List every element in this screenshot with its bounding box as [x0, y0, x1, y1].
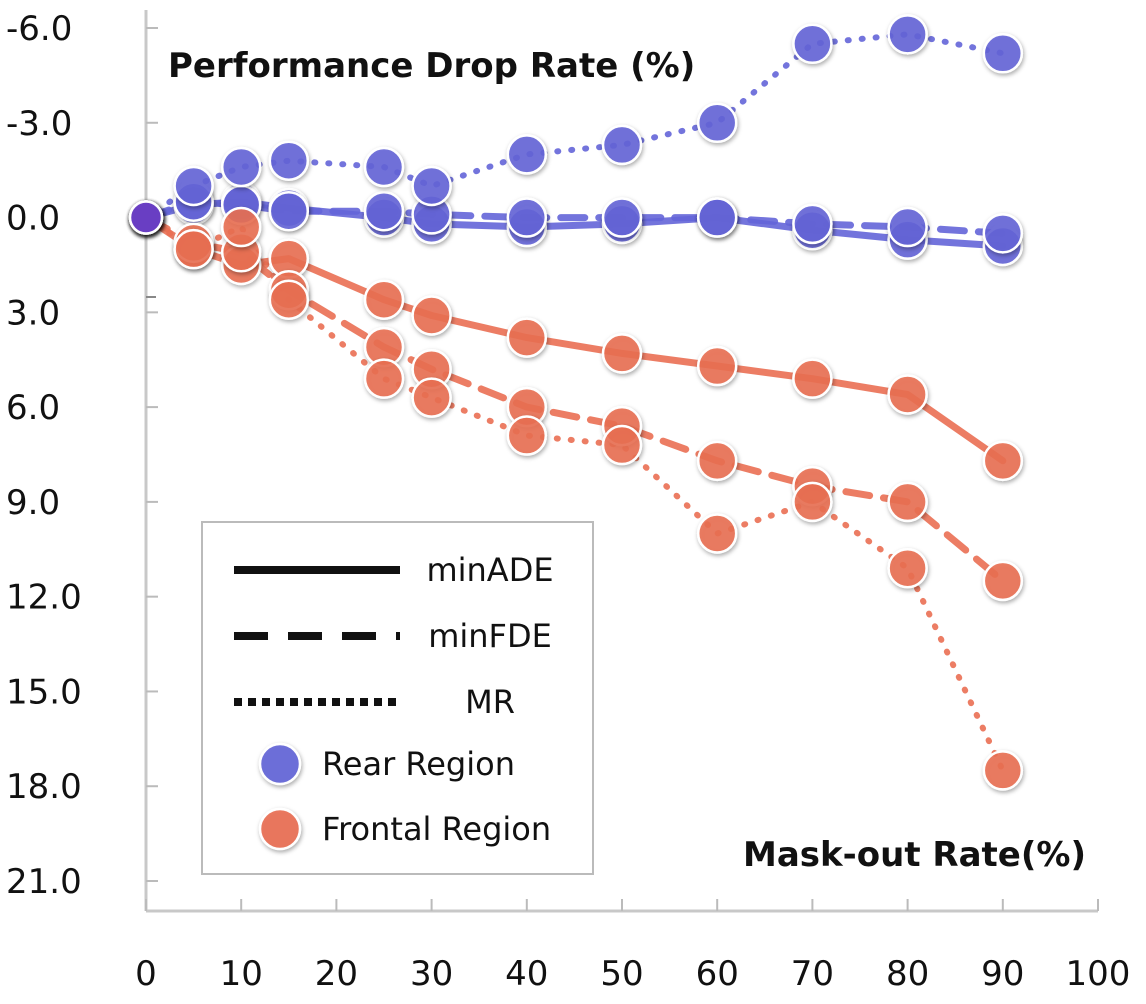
x-tick-label: 20 — [315, 954, 358, 994]
data-point — [363, 279, 405, 320]
data-point — [506, 415, 548, 456]
data-point — [696, 197, 738, 238]
y-tick-label: 15.0 — [6, 672, 82, 712]
data-point — [220, 206, 262, 248]
data-point — [411, 377, 452, 418]
legend-label-region: Frontal Region — [322, 810, 551, 848]
data-point — [696, 345, 738, 387]
y-tick-label: 3.0 — [6, 293, 60, 333]
axes: -6.0 -3.0 0.0 3.0 6.0 9.0 12.0 15.0 18.0 21.0 0 10 2… — [6, 9, 1130, 994]
data-point — [982, 213, 1024, 254]
x-axis-label: Mask-out Rate(%) — [743, 835, 1086, 875]
x-tick-label: 80 — [886, 954, 929, 994]
legend-marker-0 — [258, 742, 302, 786]
x-tick-label: 50 — [600, 954, 643, 994]
data-point — [792, 481, 833, 523]
y-tick-label: 12.0 — [6, 578, 82, 618]
data-point — [887, 547, 928, 589]
data-point — [887, 481, 928, 523]
data-point — [268, 279, 310, 320]
x-tick-label: 10 — [220, 954, 263, 994]
data-point — [268, 140, 310, 181]
y-tick-label: 21.0 — [6, 862, 82, 902]
chart-title: Performance Drop Rate (%) — [168, 46, 695, 86]
data-point — [792, 203, 833, 245]
data-point — [363, 146, 405, 188]
x-tick-label: 90 — [981, 954, 1024, 994]
legend-label-minade: minADE — [426, 551, 553, 589]
series-points — [128, 14, 1024, 791]
data-point — [982, 560, 1024, 602]
x-tick-label: 0 — [135, 954, 157, 994]
legend-label-minfde: minFDE — [428, 617, 552, 655]
data-point — [506, 197, 548, 238]
data-point — [887, 206, 928, 248]
x-tick-label: 40 — [505, 954, 548, 994]
data-point — [268, 190, 310, 232]
data-point — [173, 228, 214, 270]
data-point — [173, 165, 214, 207]
data-point — [363, 358, 405, 399]
y-tick-label: 6.0 — [6, 388, 60, 428]
data-point — [696, 102, 738, 144]
x-tick-label: 30 — [410, 954, 453, 994]
y-tick-label: 18.0 — [6, 767, 82, 807]
legend-label-region: Rear Region — [322, 745, 515, 783]
data-point — [411, 295, 452, 336]
y-tick-label: 0.0 — [6, 199, 60, 239]
y-tick-label: 9.0 — [6, 483, 60, 523]
x-tick-label: 60 — [696, 954, 739, 994]
data-point — [363, 190, 405, 232]
legend-marker-1 — [258, 807, 302, 851]
data-point — [220, 146, 262, 188]
data-point — [506, 317, 548, 358]
data-point — [696, 513, 738, 554]
data-point — [792, 358, 833, 399]
data-point — [887, 14, 928, 55]
data-point — [601, 333, 643, 374]
data-point — [411, 165, 452, 207]
data-point — [128, 200, 164, 235]
legend: minADE minFDE MR Rear Region Frontal Region — [201, 521, 594, 875]
y-tick-label: -3.0 — [6, 104, 72, 144]
legend-label-mr: MR — [465, 683, 515, 721]
data-point — [792, 23, 833, 65]
data-point — [696, 440, 738, 482]
data-point — [982, 33, 1024, 74]
y-tick-label: -6.0 — [6, 9, 72, 49]
data-point — [506, 134, 548, 175]
data-point — [601, 197, 643, 238]
data-point — [982, 750, 1024, 791]
data-point — [887, 374, 928, 415]
data-point — [601, 424, 643, 466]
data-point — [982, 440, 1024, 482]
x-tick-label: 70 — [791, 954, 834, 994]
x-tick-label: 100 — [1066, 954, 1131, 994]
data-point — [601, 124, 643, 166]
